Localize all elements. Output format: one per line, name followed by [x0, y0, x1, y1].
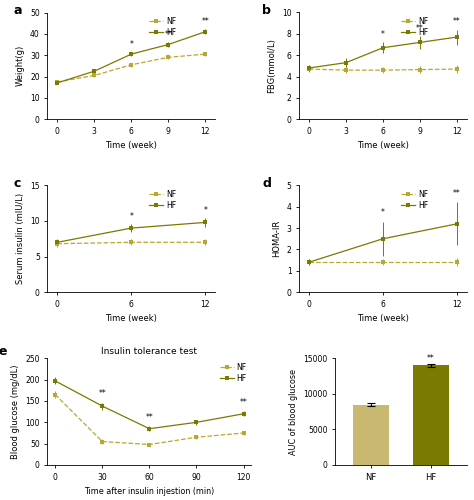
Text: **: **	[427, 354, 435, 362]
Text: *: *	[381, 30, 385, 39]
X-axis label: Time (week): Time (week)	[357, 142, 409, 150]
Bar	[413, 366, 449, 465]
Text: **: **	[453, 18, 461, 26]
Text: **: **	[164, 30, 172, 39]
X-axis label: Time (week): Time (week)	[357, 314, 409, 324]
Y-axis label: HOMA-IR: HOMA-IR	[272, 220, 281, 258]
Title: Insulin tolerance test: Insulin tolerance test	[101, 347, 197, 356]
Legend: NF, HF: NF, HF	[148, 16, 177, 38]
Text: **: **	[201, 17, 209, 26]
Legend: NF, HF: NF, HF	[219, 362, 247, 384]
Text: d: d	[262, 177, 271, 190]
Y-axis label: Serum insulin (mIU/L): Serum insulin (mIU/L)	[16, 193, 25, 284]
Y-axis label: Blood glucose (mg/dL): Blood glucose (mg/dL)	[11, 364, 20, 459]
Text: *: *	[129, 40, 133, 49]
Y-axis label: AUC of blood glucose: AUC of blood glucose	[289, 368, 298, 454]
Text: b: b	[262, 4, 271, 17]
Text: **: **	[99, 390, 106, 398]
Y-axis label: Weight(g): Weight(g)	[16, 45, 25, 86]
Legend: NF, HF: NF, HF	[148, 189, 177, 210]
Text: **: **	[146, 413, 153, 422]
Bar	[353, 404, 389, 465]
Text: **: **	[453, 189, 461, 198]
Legend: NF, HF: NF, HF	[400, 189, 428, 210]
X-axis label: Time (week): Time (week)	[105, 142, 157, 150]
Text: **: **	[240, 398, 247, 407]
Text: **: **	[416, 24, 424, 33]
Text: e: e	[0, 346, 7, 358]
Text: *: *	[203, 206, 207, 215]
Y-axis label: FBG(mmol/L): FBG(mmol/L)	[267, 38, 276, 94]
Text: *: *	[129, 212, 133, 220]
Text: *: *	[381, 208, 385, 218]
Text: c: c	[14, 177, 21, 190]
X-axis label: Time (week): Time (week)	[105, 314, 157, 324]
Legend: NF, HF: NF, HF	[400, 16, 428, 38]
X-axis label: Time after insulin injestion (min): Time after insulin injestion (min)	[84, 487, 215, 496]
Text: a: a	[14, 4, 22, 17]
